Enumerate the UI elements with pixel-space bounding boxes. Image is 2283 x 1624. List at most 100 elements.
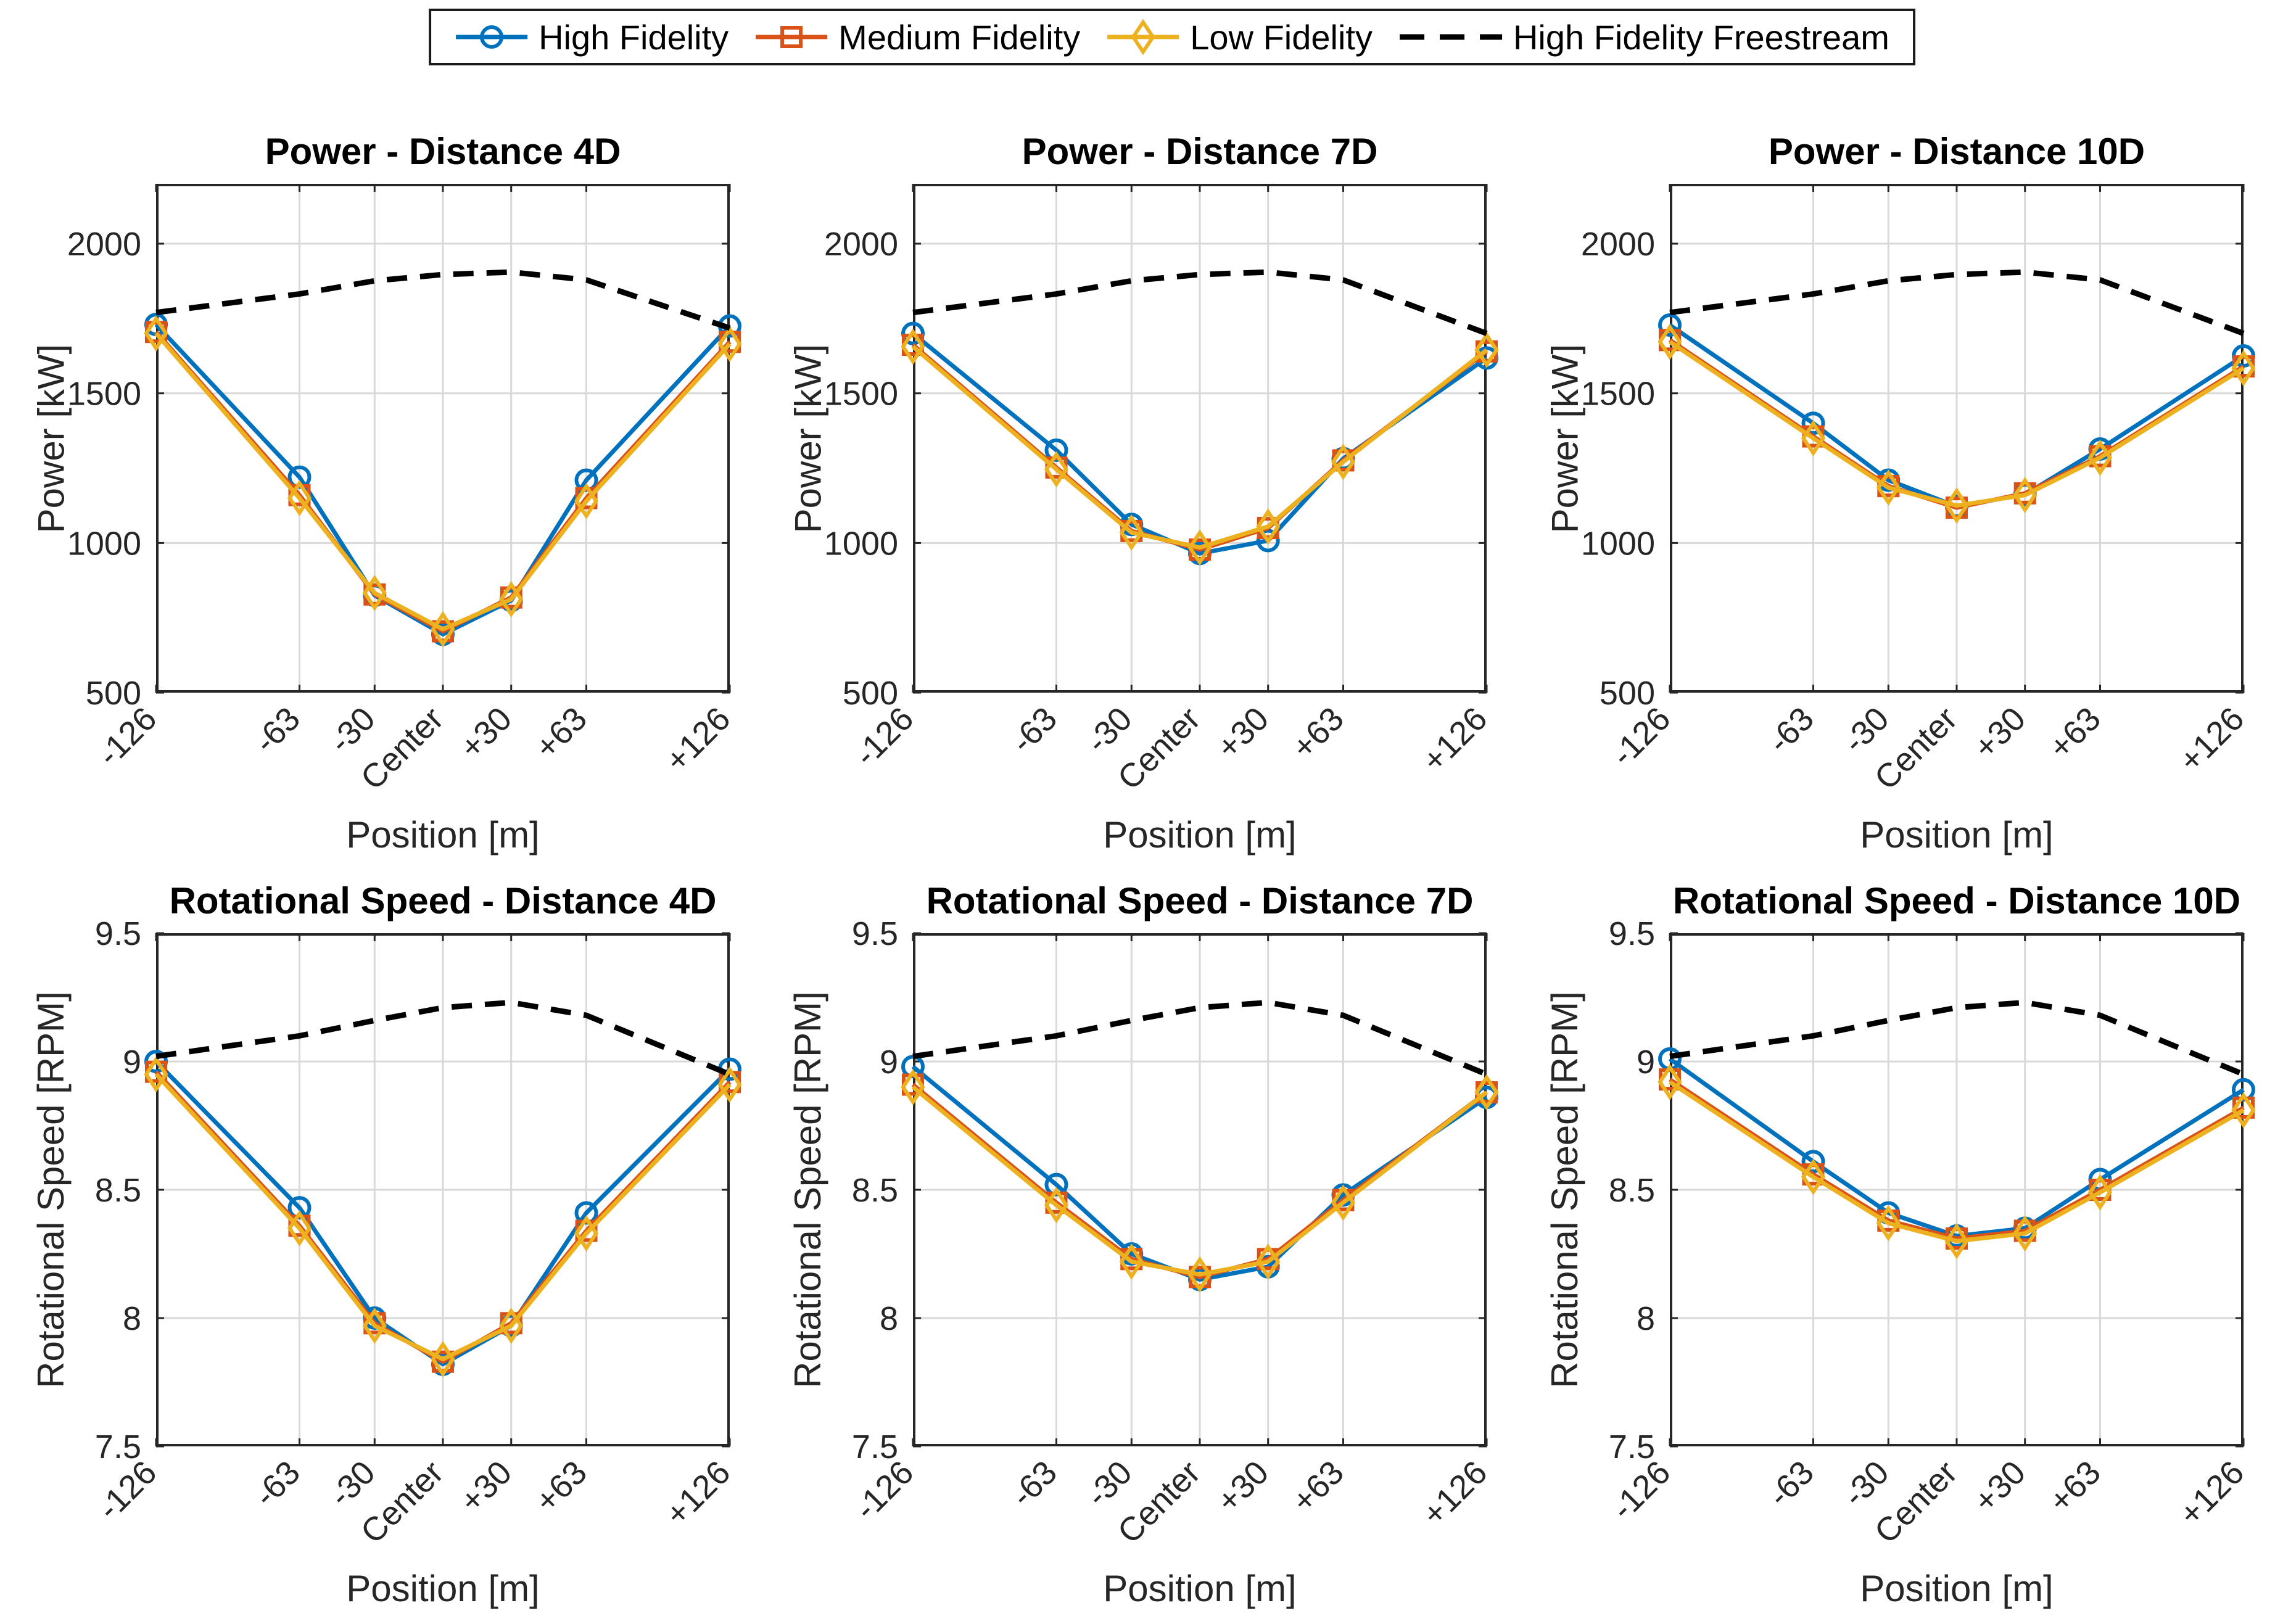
diamond-marker — [1944, 1222, 1969, 1259]
line-marker-sample-icon — [756, 26, 828, 48]
x-tick-label: +30 — [453, 700, 519, 766]
x-tick-label: +63 — [2042, 1454, 2108, 1520]
diamond-marker — [499, 1308, 524, 1344]
diamond-marker — [1256, 508, 1281, 545]
y-tick-label: 9.5 — [95, 915, 141, 952]
subplot-power-4d: Power - Distance 4D Power [kW] Position [m… — [30, 131, 742, 855]
series-line-low-fidelity — [911, 1085, 1488, 1277]
series-line-high-fidelity-freestream — [1669, 999, 2245, 1077]
x-tick-label: +126 — [1415, 700, 1494, 779]
x-tick-label: -63 — [247, 700, 307, 760]
circle-marker — [1801, 1150, 1825, 1174]
diamond-marker — [362, 1308, 387, 1344]
diamond-marker — [1119, 514, 1144, 551]
y-axis-label: Rotational Speed [RPM] — [30, 991, 72, 1388]
y-tick-label: 9.5 — [852, 915, 898, 952]
diamond-marker — [1044, 451, 1069, 488]
series-line-high-fidelity-freestream — [912, 269, 1488, 336]
x-axis-label: Position [m] — [1103, 1568, 1297, 1609]
y-tick-label: 1500 — [67, 376, 141, 413]
series-line-high-fidelity-freestream — [912, 999, 1488, 1077]
legend-item-high-fidelity: High Fidelity — [455, 17, 729, 57]
diamond-marker — [717, 326, 742, 363]
diamond-marker — [431, 1341, 455, 1377]
legend-label: High Fidelity Freestream — [1513, 17, 1889, 57]
y-tick-label: 1000 — [824, 525, 898, 562]
diamond-marker — [499, 581, 524, 617]
x-tick-label: +126 — [1415, 1454, 1494, 1533]
x-tick-label-group: +63 — [528, 700, 594, 766]
x-axis-label: Position [m] — [1860, 1568, 2054, 1609]
x-tick-label-group: +63 — [2042, 1454, 2108, 1520]
diamond-marker — [431, 611, 455, 648]
legend-item-medium-fidelity: Medium Fidelity — [754, 17, 1080, 57]
x-tick-label: +30 — [1967, 700, 2033, 766]
diamond-marker — [901, 328, 925, 365]
subplot-power-10d: Power - Distance 10D Power [kW] Position [… — [1544, 131, 2256, 855]
circle-marker — [480, 25, 504, 49]
y-tick-label: 8.5 — [852, 1172, 898, 1209]
x-tick-label-group: -63 — [1761, 700, 1821, 760]
y-tick-label: 1500 — [1581, 376, 1655, 413]
chart-title-power-7d: Power - Distance 7D — [1022, 131, 1378, 172]
x-tick-label: +63 — [528, 1454, 594, 1520]
diamond-marker — [1658, 323, 1682, 360]
circle-marker — [1801, 411, 1825, 435]
diamond-marker — [287, 1210, 312, 1247]
series-line-low-fidelity — [911, 345, 1488, 550]
diamond-marker — [1256, 1243, 1281, 1280]
diamond-marker — [2087, 439, 2113, 476]
series-line-high-fidelity-freestream — [155, 999, 731, 1077]
line-marker-sample-icon — [1107, 19, 1179, 56]
chart-title-rpm-10d: Rotational Speed - Distance 10D — [1672, 880, 2241, 921]
y-tick-label: 1500 — [824, 376, 898, 413]
circle-marker — [901, 321, 925, 345]
series-line-high-fidelity — [154, 1060, 732, 1367]
y-tick-label: 8 — [123, 1300, 141, 1337]
y-tick-label: 8.5 — [1609, 1172, 1655, 1209]
legend-label: Medium Fidelity — [838, 17, 1081, 57]
diamond-marker — [1331, 443, 1356, 480]
x-tick-label-group: +30 — [1967, 1454, 2033, 1520]
diamond-marker — [2013, 477, 2037, 514]
x-tick-label: -63 — [1761, 700, 1821, 760]
diamond-marker — [2087, 1174, 2113, 1211]
y-tick-label: 500 — [1600, 675, 1655, 712]
chart-title-power-4d: Power - Distance 4D — [265, 131, 621, 172]
y-tick-label: 8.5 — [95, 1172, 141, 1209]
diamond-marker — [1131, 19, 1155, 56]
y-tick-label: 1000 — [1581, 525, 1655, 562]
y-tick-label: 8 — [1637, 1300, 1655, 1337]
x-tick-label-group: +126 — [1415, 1454, 1494, 1533]
legend: High Fidelity Medium Fidelity Low Fidelity… — [429, 9, 1915, 65]
y-tick-label: 9 — [1637, 1044, 1655, 1081]
square-marker — [780, 26, 803, 48]
diamond-marker — [287, 480, 312, 516]
subplot-rpm-10d: Rotational Speed - Distance 10D Rotationa… — [1544, 880, 2256, 1609]
diamond-marker — [2013, 1215, 2037, 1252]
x-tick-label-group: -63 — [247, 1454, 307, 1514]
x-tick-label-group: +30 — [453, 1454, 519, 1520]
diamond-marker — [144, 315, 168, 352]
y-tick-label: 2000 — [824, 226, 898, 263]
x-tick-label: +126 — [658, 1454, 737, 1533]
legend-item-low-fidelity: Low Fidelity — [1106, 17, 1373, 57]
diamond-marker — [717, 1066, 742, 1103]
x-tick-label: +126 — [2172, 1454, 2251, 1533]
x-tick-label: +63 — [528, 700, 594, 766]
x-tick-label: -63 — [1004, 1454, 1064, 1514]
x-tick-label-group: -63 — [247, 700, 307, 760]
diamond-marker — [1876, 1205, 1901, 1242]
chart-title-rpm-4d: Rotational Speed - Distance 4D — [169, 880, 717, 921]
x-tick-label-group: -63 — [1004, 700, 1064, 760]
x-axis-label: Position [m] — [346, 1568, 540, 1609]
diamond-marker — [1801, 420, 1826, 456]
circle-marker — [1256, 529, 1280, 553]
y-tick-label: 9 — [880, 1044, 898, 1081]
x-tick-label-group: +63 — [528, 1454, 594, 1520]
x-tick-label-group: +63 — [1285, 1454, 1351, 1520]
diamond-marker — [574, 483, 599, 519]
diamond-marker — [1187, 1256, 1212, 1293]
